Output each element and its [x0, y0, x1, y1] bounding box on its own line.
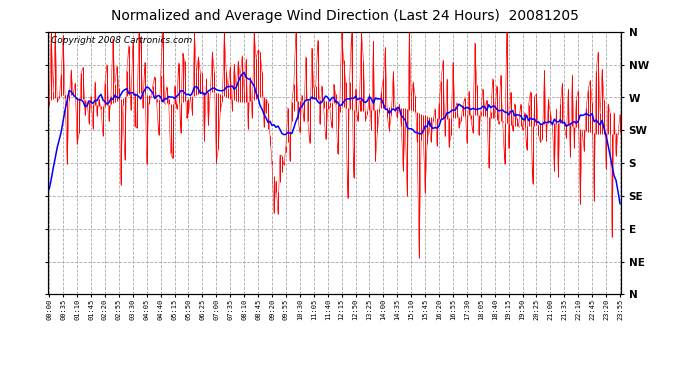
Text: Copyright 2008 Cartronics.com: Copyright 2008 Cartronics.com	[51, 36, 193, 45]
Text: Normalized and Average Wind Direction (Last 24 Hours)  20081205: Normalized and Average Wind Direction (L…	[111, 9, 579, 23]
